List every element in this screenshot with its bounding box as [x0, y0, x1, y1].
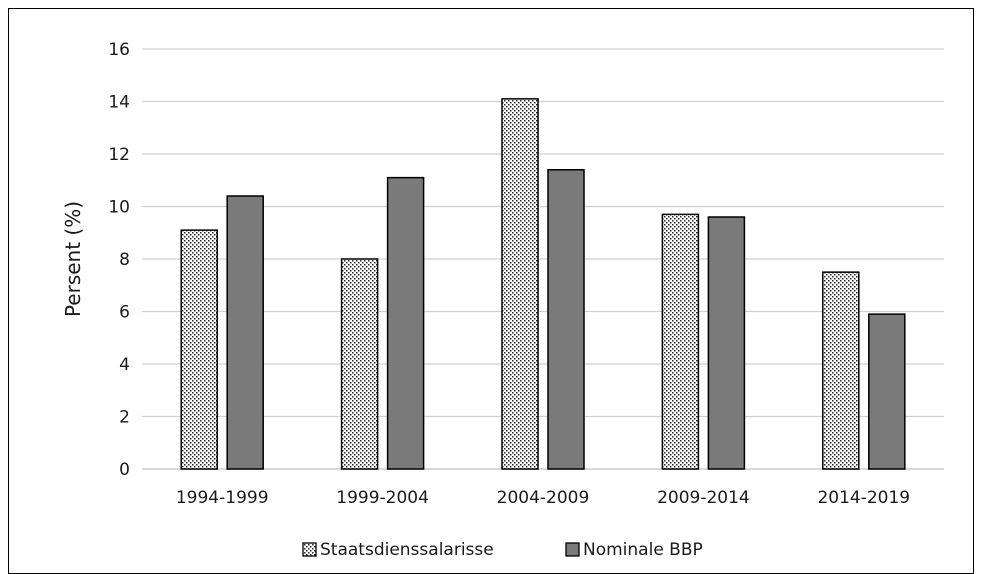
bar-nominale-bbp-1994-1999	[226, 195, 264, 470]
x-tick-label: 1994-1999	[176, 488, 269, 508]
bar-staatsdienssalarisse-1994-1999	[180, 229, 218, 470]
legend: Staatsdienssalarisse Nominale BBP	[302, 540, 703, 560]
bar-nominale-bbp-2004-2009	[547, 169, 585, 470]
legend-label: Nominale BBP	[583, 540, 703, 560]
x-tick-label: 2009-2014	[657, 488, 750, 508]
y-tick-label: 12	[108, 145, 130, 165]
y-tick-label: 8	[119, 250, 130, 270]
x-tick-label: 2014-2019	[817, 488, 910, 508]
y-tick-label: 2	[119, 408, 130, 428]
y-tick-label: 14	[108, 93, 130, 113]
x-tick-label: 1999-2004	[336, 488, 429, 508]
bar-staatsdienssalarisse-2009-2014	[661, 213, 700, 470]
legend-swatch	[302, 542, 317, 557]
y-tick-label: 6	[119, 303, 130, 323]
chart-frame	[8, 8, 974, 574]
legend-label: Staatsdienssalarisse	[320, 540, 494, 560]
bar-nominale-bbp-2009-2014	[707, 216, 746, 470]
x-tick-label: 2004-2009	[497, 488, 590, 508]
x-axis-ticks: 1994-1999 1999-2004 2004-2009 2009-2014 2014…	[176, 488, 910, 508]
legend-swatch	[565, 542, 580, 557]
bar-staatsdienssalarisse-1999-2004	[340, 258, 379, 470]
y-tick-label: 10	[108, 198, 130, 218]
y-axis-ticks: 0 2 4 6 8 10 12 14 16	[108, 40, 130, 480]
y-tick-label: 4	[119, 355, 130, 375]
y-tick-label: 0	[119, 460, 130, 480]
bar-staatsdienssalarisse-2014-2019	[822, 271, 860, 470]
bars	[180, 98, 906, 470]
gridlines	[142, 48, 944, 470]
bar-nominale-bbp-1999-2004	[386, 176, 425, 470]
y-tick-label: 16	[108, 40, 130, 60]
y-axis-label: Persent (%)	[61, 201, 85, 317]
bar-staatsdienssalarisse-2004-2009	[501, 98, 539, 470]
bar-nominale-bbp-2014-2019	[868, 313, 906, 470]
